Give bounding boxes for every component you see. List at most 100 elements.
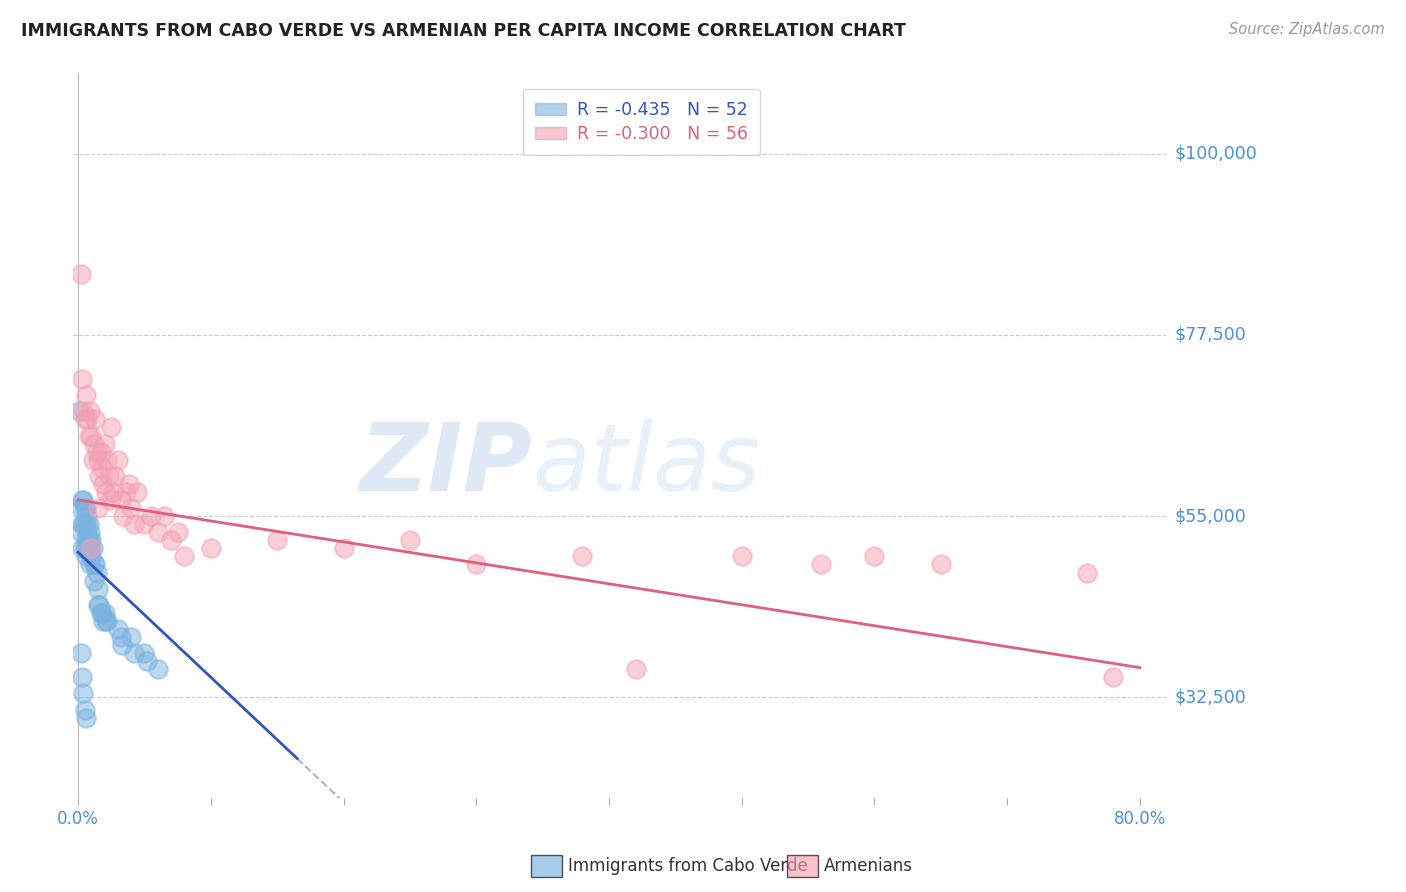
Point	[75, 710, 97, 724]
Point	[89, 598, 111, 612]
Point	[91, 606, 114, 620]
Point	[97, 468, 120, 483]
Point	[84, 412, 107, 426]
Point	[1076, 566, 1098, 580]
Point	[122, 646, 145, 660]
Point	[87, 598, 110, 612]
Point	[83, 574, 105, 588]
Point	[153, 509, 176, 524]
Point	[69, 268, 91, 282]
Point	[86, 444, 108, 458]
Point	[120, 630, 142, 644]
Point	[69, 646, 91, 660]
Point	[101, 485, 124, 500]
Point	[146, 525, 169, 540]
Point	[94, 614, 117, 628]
Legend: R = -0.435   N = 52, R = -0.300   N = 56: R = -0.435 N = 52, R = -0.300 N = 56	[523, 89, 761, 155]
Point	[96, 614, 118, 628]
Point	[80, 541, 103, 556]
Point	[93, 436, 115, 450]
Point	[75, 533, 97, 548]
Point	[465, 558, 488, 572]
Point	[76, 509, 98, 524]
Point	[166, 525, 188, 540]
Point	[125, 485, 148, 500]
Point	[83, 436, 105, 450]
Point	[82, 452, 104, 467]
Point	[94, 485, 117, 500]
Text: ZIP: ZIP	[359, 418, 531, 510]
Point	[73, 501, 96, 516]
Point	[77, 533, 100, 548]
Text: IMMIGRANTS FROM CABO VERDE VS ARMENIAN PER CAPITA INCOME CORRELATION CHART: IMMIGRANTS FROM CABO VERDE VS ARMENIAN P…	[21, 22, 905, 40]
Point	[77, 517, 100, 532]
Point	[79, 525, 101, 540]
Text: atlas: atlas	[531, 419, 761, 510]
Point	[110, 493, 132, 508]
Point	[120, 501, 142, 516]
Point	[117, 476, 139, 491]
Point	[332, 541, 354, 556]
Point	[91, 460, 114, 475]
Point	[87, 452, 110, 467]
Point	[72, 493, 94, 508]
Text: Armenians: Armenians	[824, 857, 912, 875]
Point	[76, 525, 98, 540]
Point	[139, 509, 162, 524]
Point	[73, 541, 96, 556]
Point	[571, 549, 593, 564]
Point	[134, 517, 156, 532]
Point	[84, 558, 107, 572]
Point	[200, 541, 222, 556]
Point	[89, 468, 111, 483]
Point	[110, 630, 132, 644]
Point	[76, 541, 98, 556]
Text: $77,500: $77,500	[1174, 326, 1247, 343]
Point	[75, 549, 97, 564]
Point	[929, 558, 952, 572]
Point	[87, 501, 110, 516]
Point	[75, 388, 97, 402]
Point	[82, 541, 104, 556]
Text: $32,500: $32,500	[1174, 689, 1247, 706]
Point	[73, 412, 96, 426]
Point	[266, 533, 288, 548]
Point	[136, 654, 159, 668]
Point	[146, 662, 169, 676]
Point	[122, 517, 145, 532]
Text: Source: ZipAtlas.com: Source: ZipAtlas.com	[1229, 22, 1385, 37]
Point	[93, 476, 115, 491]
Point	[69, 525, 91, 540]
Point	[810, 558, 832, 572]
Point	[160, 533, 183, 548]
Point	[100, 420, 122, 434]
Point	[863, 549, 886, 564]
Point	[112, 509, 135, 524]
Point	[111, 638, 134, 652]
Point	[79, 558, 101, 572]
Point	[79, 541, 101, 556]
Point	[93, 606, 115, 620]
Point	[70, 372, 93, 386]
Point	[96, 452, 118, 467]
Point	[72, 517, 94, 532]
Point	[75, 517, 97, 532]
Point	[70, 541, 93, 556]
Point	[90, 606, 112, 620]
Point	[70, 493, 93, 508]
Point	[72, 686, 94, 700]
Text: $100,000: $100,000	[1174, 145, 1257, 162]
Point	[77, 428, 100, 442]
Point	[72, 404, 94, 418]
Point	[107, 622, 129, 636]
Point	[107, 452, 129, 467]
Point	[83, 558, 105, 572]
Text: Immigrants from Cabo Verde: Immigrants from Cabo Verde	[568, 857, 808, 875]
Point	[73, 517, 96, 532]
Point	[1102, 670, 1125, 684]
Point	[731, 549, 754, 564]
Point	[93, 614, 115, 628]
Point	[73, 702, 96, 716]
Point	[399, 533, 422, 548]
Point	[75, 501, 97, 516]
